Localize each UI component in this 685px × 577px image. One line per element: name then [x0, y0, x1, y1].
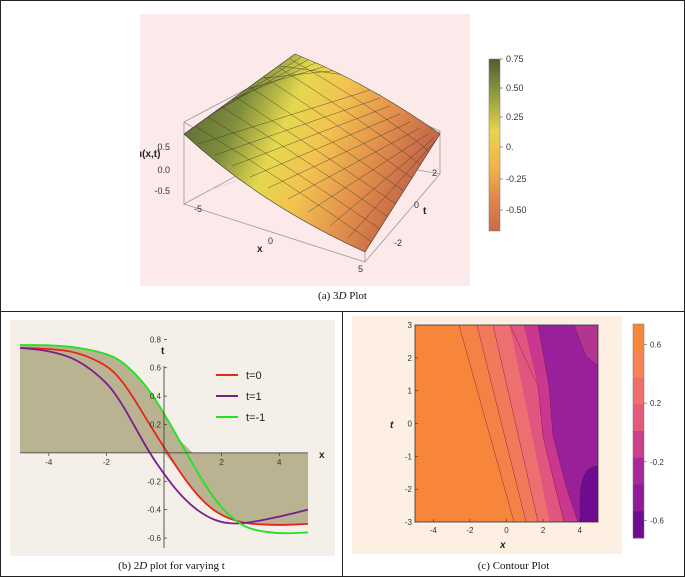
y-tick-label: 0.2: [150, 421, 162, 430]
colorbar-a-ticks: [500, 58, 503, 211]
caption-c: (c) Contour Plot: [477, 560, 550, 572]
contour-x-tick-label: -4: [430, 526, 438, 535]
x-tick-label: -5: [194, 204, 202, 214]
contour-bands: [415, 325, 598, 522]
contour-y-tick-label: 0: [408, 420, 413, 429]
surface-plot: u(x,t) 0.5 0.0 -0.5 -5 0 5 x 2 0 -2 t 0.…: [140, 14, 527, 286]
colorbar-c-band: [633, 377, 644, 405]
colorbar-a-tick-label: -0.25: [506, 174, 527, 184]
t-tick-label: 0: [414, 200, 419, 210]
colorbar-c-tick-label: -0.6: [650, 516, 664, 525]
colorbar-c-tick-label: -0.2: [650, 458, 664, 467]
x-tick-label: -4: [45, 458, 53, 467]
line-y-axis-label: t: [161, 346, 165, 357]
z-tick-label: -0.5: [154, 186, 170, 196]
y-tick-label: -0.4: [147, 506, 161, 515]
t-tick-label: -2: [394, 238, 402, 248]
line-plot: -4 -2 2 4 0.8 0.6 0.4 0.2 -0.2 -0.4 -0.6 t x t=0 t…: [10, 320, 335, 556]
colorbar-a: [488, 58, 501, 232]
caption-a: (a) 3D Plot: [318, 290, 367, 302]
colorbar-c: [632, 323, 645, 539]
line-x-axis-label: x: [319, 450, 325, 461]
contour-x-tick-label: 4: [577, 526, 582, 535]
contour-y-tick-label: -2: [405, 485, 413, 494]
legend: t=0 t=1 t=-1: [216, 370, 265, 424]
contour-band: [524, 325, 578, 522]
colorbar-c-band: [633, 511, 644, 539]
x-tick-label: 0: [268, 236, 273, 246]
colorbar-c-band: [633, 350, 644, 378]
contour-y-axis-label: t: [390, 420, 394, 431]
x-axis-label: x: [257, 244, 263, 255]
colorbar-c-tick-label: 0.2: [650, 399, 662, 408]
x-tick-label: 2: [219, 458, 224, 467]
colorbar-c-band: [633, 404, 644, 432]
contour-band: [459, 325, 526, 522]
y-tick-label: 0.6: [150, 364, 162, 373]
contour-x-tick-label: 2: [541, 526, 546, 535]
colorbar-c-band: [633, 484, 644, 512]
contour-band: [510, 325, 564, 522]
colorbar-c-band: [633, 431, 644, 459]
z-tick-label: 0.0: [157, 165, 170, 175]
t-axis-label: t: [423, 206, 427, 217]
surface-patch: [183, 53, 441, 253]
colorbar-c-band: [633, 457, 644, 485]
contour-band: [493, 325, 550, 522]
x-tick-label: -2: [103, 458, 111, 467]
contour-band: [477, 325, 538, 522]
colorbar-c-band: [633, 324, 644, 352]
contour-band: [415, 325, 514, 522]
t-tick-label: 2: [432, 168, 437, 178]
contour-x-axis-label: x: [499, 540, 506, 551]
surface-mesh: [194, 55, 439, 243]
y-tick-label: -0.6: [147, 534, 161, 543]
y-tick-label: 0.4: [150, 392, 162, 401]
contour-plot: -4 -2 0 2 4 3 2 1 0 -1 -2 -3 x t 0.6 0.2 -0.2 -0.6: [352, 316, 664, 554]
contour-y-tick-label: -1: [405, 452, 413, 461]
contour-y-tick-label: 2: [408, 354, 413, 363]
contour-y-tick-label: 3: [408, 321, 413, 330]
colorbar-a-tick-label: 0.50: [506, 83, 524, 93]
colorbar-c-tick-label: 0.6: [650, 341, 662, 350]
series-line-t=-1: [20, 344, 309, 535]
legend-label-tm1: t=-1: [246, 412, 265, 424]
z-axis-label: u(x,t): [140, 149, 160, 160]
contour-band: [574, 325, 598, 366]
legend-label-t1: t=1: [246, 391, 262, 403]
y-tick-label: -0.2: [147, 477, 161, 486]
legend-label-t0: t=0: [246, 370, 262, 382]
series-line-t=1: [19, 346, 309, 525]
caption-b: (b) 2D plot for varying t: [118, 560, 225, 572]
contour-y-tick-label: -3: [405, 518, 413, 527]
x-tick-label: 4: [277, 458, 282, 467]
y-tick-label: 0.8: [150, 335, 162, 344]
contour-x-tick-label: 0: [504, 526, 509, 535]
contour-y-tick-label: 1: [408, 387, 413, 396]
contour-x-tick-label: -2: [466, 526, 474, 535]
colorbar-a-tick-label: -0.50: [506, 205, 527, 215]
colorbar-a-tick-label: 0.25: [506, 112, 524, 122]
colorbar-a-tick-label: 0.: [506, 142, 514, 152]
z-tick-label: 0.5: [157, 142, 170, 152]
contour-band: [580, 466, 598, 522]
colorbar-a-tick-label: 0.75: [506, 54, 524, 64]
x-tick-label: 5: [358, 264, 363, 274]
